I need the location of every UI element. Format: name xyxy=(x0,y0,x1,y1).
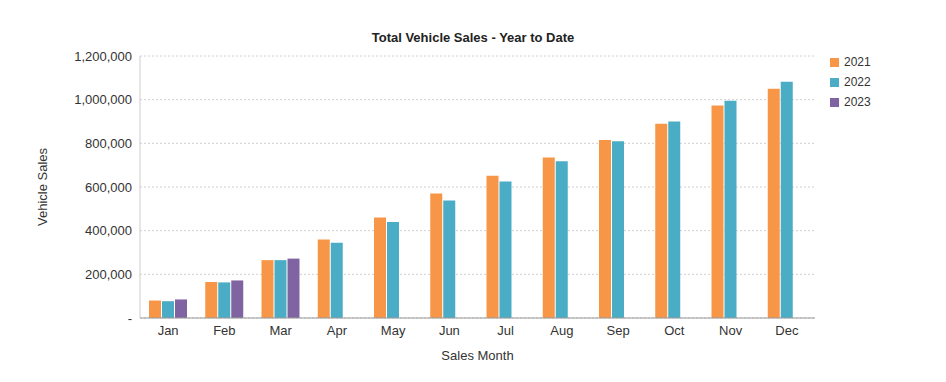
svg-text:Oct: Oct xyxy=(664,323,685,338)
svg-text:600,000: 600,000 xyxy=(85,180,132,195)
svg-text:Dec: Dec xyxy=(775,323,799,338)
svg-text:Sep: Sep xyxy=(607,323,630,338)
svg-text:Jun: Jun xyxy=(439,323,460,338)
html-text:2021: 2021 xyxy=(844,55,871,69)
svg-text:400,000: 400,000 xyxy=(85,223,132,238)
svg-text:Jan: Jan xyxy=(158,323,179,338)
svg-text:Nov: Nov xyxy=(719,323,743,338)
html-text:2022: 2022 xyxy=(844,75,871,89)
svg-text:Feb: Feb xyxy=(213,323,235,338)
svg-text:Mar: Mar xyxy=(269,323,292,338)
svg-text:Apr: Apr xyxy=(327,323,348,338)
svg-text:1,000,000: 1,000,000 xyxy=(74,92,132,107)
html-text:2023: 2023 xyxy=(844,95,871,109)
svg-text:Vehicle Sales: Vehicle Sales xyxy=(35,147,50,226)
svg-text:Sales Month: Sales Month xyxy=(441,348,513,363)
svg-text:Jul: Jul xyxy=(497,323,514,338)
svg-text:May: May xyxy=(381,323,406,338)
svg-text:-: - xyxy=(128,311,132,326)
svg-text:200,000: 200,000 xyxy=(85,267,132,282)
html-text:Total Vehicle Sales - Year to: Total Vehicle Sales - Year to Date xyxy=(371,30,575,45)
svg-text:800,000: 800,000 xyxy=(85,136,132,151)
svg-text:1,200,000: 1,200,000 xyxy=(74,49,132,64)
svg-text:Aug: Aug xyxy=(550,323,573,338)
